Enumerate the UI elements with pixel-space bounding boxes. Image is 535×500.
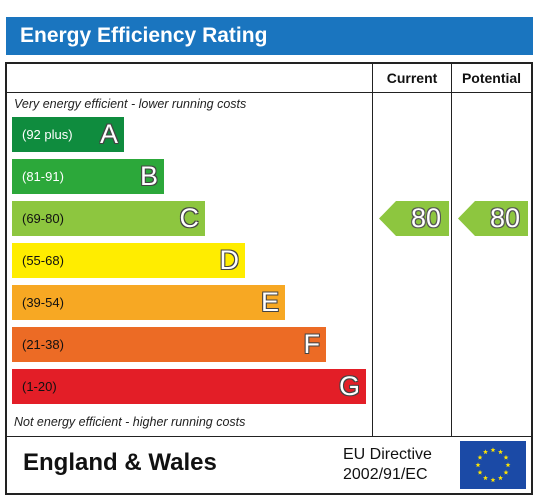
eu-star xyxy=(483,475,488,481)
eu-star xyxy=(498,475,503,481)
current-rating-value: 80 xyxy=(410,203,441,233)
band-d: (55-68) D xyxy=(12,243,245,278)
band-letter-label: D xyxy=(219,245,240,275)
band-range-label: (1-20) xyxy=(22,379,57,394)
eu-directive-label: EU Directive 2002/91/EC xyxy=(343,445,432,485)
band-range-label: (21-38) xyxy=(22,337,64,352)
band-g: (1-20) G xyxy=(12,369,366,404)
eu-star xyxy=(490,447,496,453)
eu-star xyxy=(475,462,481,468)
eu-star xyxy=(477,469,483,475)
current-rating-arrow: 80 xyxy=(379,201,449,236)
potential-column-header: Potential xyxy=(461,70,522,86)
band-letter-label: A xyxy=(99,119,118,149)
band-a: (92 plus) A xyxy=(12,117,124,152)
inefficient-note: Not energy efficient - higher running co… xyxy=(14,415,246,429)
band-f: (21-38) F xyxy=(12,327,326,362)
eu-directive-line-1: EU Directive xyxy=(343,446,432,463)
footer-divider xyxy=(7,436,531,437)
eu-star xyxy=(503,469,509,475)
eu-star xyxy=(505,462,511,468)
rating-table: Current Potential Very energy efficient … xyxy=(5,62,533,495)
band-letter-label: F xyxy=(303,329,321,359)
band-letter-label: G xyxy=(338,371,360,401)
column-divider-current xyxy=(372,64,373,436)
arrow-shape xyxy=(458,201,528,236)
band-c: (69-80) C xyxy=(12,201,205,236)
eu-star xyxy=(490,477,496,483)
band-range-label: (39-54) xyxy=(22,295,64,310)
header-divider xyxy=(7,92,531,93)
column-divider-potential xyxy=(451,64,452,436)
current-column-header: Current xyxy=(386,70,438,86)
band-e: (39-54) E xyxy=(12,285,285,320)
eu-star xyxy=(477,454,483,460)
eu-star xyxy=(498,449,503,455)
band-range-label: (92 plus) xyxy=(22,127,73,142)
band-range-label: (69-80) xyxy=(22,211,64,226)
eu-star xyxy=(503,454,509,460)
chart-title: Energy Efficiency Rating xyxy=(6,17,533,55)
band-letter-label: C xyxy=(179,203,200,233)
band-range-label: (55-68) xyxy=(22,253,64,268)
band-b: (81-91) B xyxy=(12,159,164,194)
region-label: England & Wales xyxy=(23,449,217,476)
eu-directive-line-2: 2002/91/EC xyxy=(343,466,428,483)
band-range-label: (81-91) xyxy=(22,169,64,184)
eu-flag-icon xyxy=(460,441,526,489)
arrow-shape xyxy=(379,201,449,236)
potential-rating-value: 80 xyxy=(489,203,520,233)
band-letter-label: E xyxy=(260,287,279,317)
efficient-note: Very energy efficient - lower running co… xyxy=(14,97,247,111)
band-letter-label: B xyxy=(139,161,158,191)
potential-rating-arrow: 80 xyxy=(458,201,528,236)
eu-star xyxy=(483,449,488,455)
